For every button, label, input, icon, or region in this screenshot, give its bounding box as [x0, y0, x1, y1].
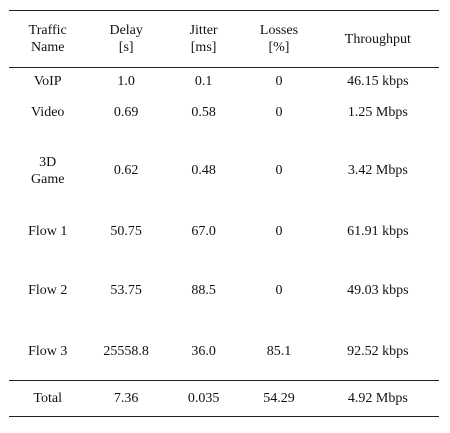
cell-delay: 50.75 [110, 224, 142, 239]
header-line: [ms] [190, 40, 217, 55]
header-throughput: Throughput [316, 10, 439, 68]
name-line: 3D [39, 154, 57, 170]
table-row: Flow 1 50.75 67.0 0 61.91 kbps [9, 213, 439, 251]
cell-traffic-name: Flow 3 [9, 331, 86, 373]
cell-losses: 0 [275, 224, 283, 239]
header-line: [s] [118, 40, 134, 55]
header-line: Jitter [189, 23, 218, 38]
spacer-cell [9, 373, 439, 381]
cell-total-losses: 54.29 [241, 380, 317, 417]
table-row: 3D Game 0.62 0.48 0 3.42 Mbps [9, 129, 439, 213]
cell-traffic-name: VoIP [9, 68, 86, 96]
header-line: Delay [109, 23, 143, 38]
table-row: Flow 2 53.75 88.5 0 49.03 kbps [9, 251, 439, 331]
cell-jitter: 0.58 [191, 104, 216, 120]
cell-losses: 0 [275, 74, 283, 90]
table-row: Video 0.69 0.58 0 1.25 Mbps [9, 96, 439, 129]
header-line: Traffic [28, 23, 67, 38]
cell-throughput: 49.03 kbps [347, 283, 409, 298]
header-line: Throughput [344, 31, 411, 47]
header-line: [%] [268, 40, 290, 55]
cell-throughput: 1.25 Mbps [347, 104, 408, 120]
cell-jitter: 36.0 [191, 344, 216, 359]
cell-traffic-name: 3D Game [9, 129, 86, 213]
cell-throughput: 3.42 Mbps [347, 163, 408, 178]
header-line: Name [31, 40, 65, 55]
cell-traffic-name: Flow 1 [9, 213, 86, 251]
cell-throughput: 46.15 kbps [347, 74, 409, 90]
cell-jitter: 0.48 [191, 163, 216, 178]
total-row: Total 7.36 0.035 54.29 4.92 Mbps [9, 380, 439, 417]
header-delay: Delay [s] [86, 10, 166, 68]
table-body: VoIP 1.0 0.1 0 46.15 kbps Video 0.69 0.5… [9, 68, 439, 381]
name-line: Video [31, 104, 65, 120]
name-line: Flow 2 [28, 283, 68, 298]
cell-total-throughput: 4.92 Mbps [316, 380, 439, 417]
cell-delay: 53.75 [110, 283, 142, 298]
cell-jitter: 0.1 [194, 74, 213, 90]
cell-total-jitter: 0.035 [165, 380, 242, 417]
spacer-row [9, 373, 439, 381]
cell-delay: 25558.8 [103, 344, 149, 359]
cell-losses: 0 [275, 163, 283, 178]
table-header: Traffic Name Delay [s] Jitter [ms] Losse… [9, 10, 439, 68]
cell-delay: 1.0 [117, 74, 135, 90]
cell-losses: 85.1 [266, 344, 292, 359]
header-row: Traffic Name Delay [s] Jitter [ms] Losse… [9, 10, 439, 68]
header-jitter: Jitter [ms] [165, 10, 242, 68]
name-line: Flow 3 [28, 344, 68, 359]
cell-jitter: 67.0 [191, 224, 216, 239]
name-line: Game [31, 171, 65, 187]
cell-throughput: 92.52 kbps [347, 344, 409, 359]
cell-traffic-name: Flow 2 [9, 251, 86, 331]
traffic-metrics-table: Traffic Name Delay [s] Jitter [ms] Losse… [9, 10, 439, 417]
cell-total-name: Total [9, 380, 87, 417]
cell-delay: 0.69 [113, 104, 139, 120]
cell-total-delay: 7.36 [86, 380, 166, 417]
name-line: VoIP [33, 74, 62, 90]
table-row: Flow 3 25558.8 36.0 85.1 92.52 kbps [9, 331, 439, 373]
cell-losses: 0 [275, 283, 283, 298]
cell-traffic-name: Video [9, 96, 86, 129]
header-line: Losses [259, 23, 299, 38]
header-traffic-name: Traffic Name [9, 10, 87, 68]
table-row: VoIP 1.0 0.1 0 46.15 kbps [9, 68, 439, 96]
table-footer: Total 7.36 0.035 54.29 4.92 Mbps [9, 380, 439, 417]
cell-jitter: 88.5 [191, 283, 216, 298]
header-losses: Losses [%] [241, 10, 317, 68]
cell-losses: 0 [275, 104, 283, 120]
cell-delay: 0.62 [113, 163, 139, 178]
name-line: Flow 1 [28, 224, 68, 239]
cell-throughput: 61.91 kbps [347, 224, 409, 239]
